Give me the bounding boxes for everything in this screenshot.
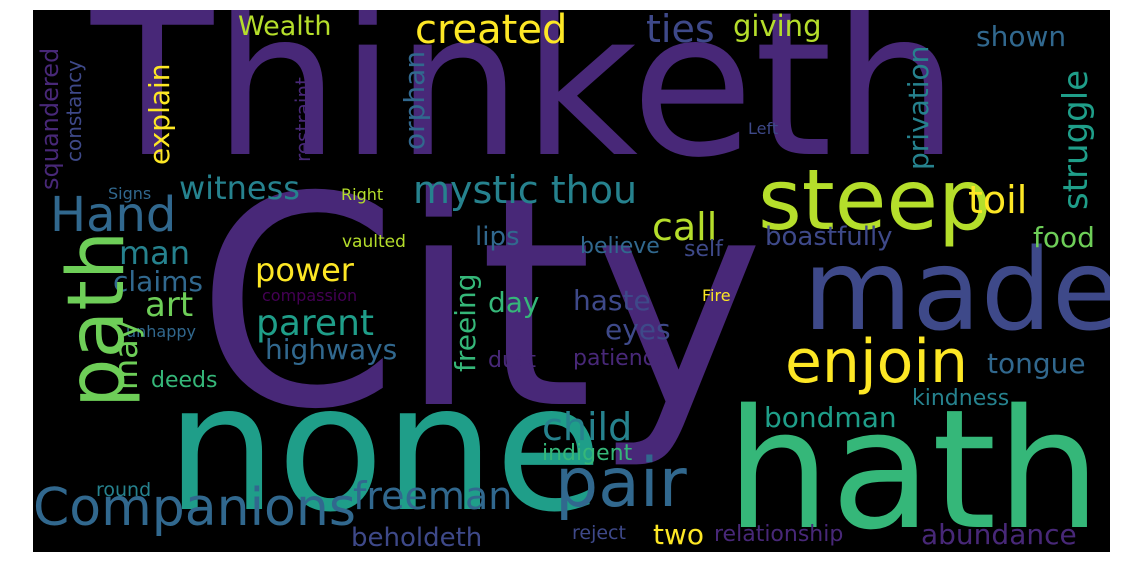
- word-beholdeth: beholdeth: [351, 523, 483, 552]
- word-haste: haste: [573, 284, 651, 317]
- word-city: City: [196, 136, 765, 473]
- word-freeman: freeman: [353, 474, 513, 518]
- word-power: power: [255, 251, 354, 289]
- word-dust: dust: [488, 348, 536, 373]
- word-unhappy: unhappy: [126, 322, 197, 341]
- word-deeds: deeds: [151, 368, 218, 393]
- word-right: Right: [341, 185, 384, 204]
- word-man: man: [119, 234, 191, 272]
- word-bondman: bondman: [764, 401, 897, 434]
- word-giving: giving: [733, 10, 822, 43]
- word-ties: ties: [646, 10, 715, 51]
- word-highways: highways: [265, 333, 398, 366]
- word-abundance: abundance: [921, 518, 1077, 551]
- word-mystic-thou: mystic thou: [413, 168, 638, 212]
- word-eyes: eyes: [605, 313, 671, 346]
- word-believe: believe: [580, 234, 660, 259]
- word-wealth: Wealth: [238, 11, 332, 42]
- word-struggle: struggle: [1056, 69, 1096, 210]
- word-patience: patience: [573, 346, 669, 371]
- word-enjoin: enjoin: [785, 327, 969, 397]
- word-compassion: compassion: [262, 286, 358, 305]
- word-squandered: squandered: [36, 47, 64, 190]
- word-claims: claims: [113, 265, 203, 298]
- word-hath: hath: [726, 374, 1101, 553]
- word-steep: steep: [758, 151, 992, 249]
- word-day: day: [488, 286, 540, 319]
- word-toil: toil: [968, 178, 1028, 222]
- word-boastfully: boastfully: [765, 222, 893, 252]
- word-created: created: [415, 10, 568, 53]
- word-tongue: tongue: [987, 347, 1086, 380]
- word-witness: witness: [179, 169, 300, 207]
- word-round: round: [96, 479, 152, 501]
- word-may: may: [107, 320, 145, 390]
- word-orphan: orphan: [398, 50, 431, 150]
- word-none: none: [166, 348, 603, 551]
- word-freeing: freeing: [449, 273, 482, 372]
- word-lips: lips: [475, 222, 520, 252]
- word-parent: parent: [256, 303, 375, 344]
- word-explain: explain: [143, 63, 176, 165]
- word-pair: pair: [555, 444, 687, 523]
- word-self: self: [684, 237, 723, 262]
- word-relationship: relationship: [714, 522, 844, 547]
- word-constancy: constancy: [62, 60, 86, 162]
- word-vaulted: vaulted: [342, 232, 406, 252]
- word-cloud: Thinketh City none hath made steep pair …: [33, 10, 1110, 552]
- word-restraint: restraint: [291, 77, 315, 162]
- word-fire: Fire: [702, 286, 731, 305]
- word-privation: privation: [902, 45, 935, 170]
- word-indigent: indigent: [542, 441, 633, 466]
- word-signs: Signs: [108, 184, 152, 203]
- word-hand: Hand: [50, 187, 177, 243]
- word-reject: reject: [572, 522, 626, 544]
- word-two: two: [653, 518, 705, 551]
- word-art: art: [145, 285, 194, 325]
- word-call: call: [652, 205, 718, 249]
- word-companions: Companions: [33, 478, 356, 538]
- word-kindness: kindness: [912, 386, 1010, 411]
- word-child: child: [542, 405, 633, 449]
- word-made: made: [803, 226, 1110, 356]
- word-shown: shown: [976, 20, 1067, 53]
- word-food: food: [1033, 221, 1095, 254]
- word-thinketh: Thinketh: [91, 10, 960, 202]
- word-left: Left: [748, 119, 779, 138]
